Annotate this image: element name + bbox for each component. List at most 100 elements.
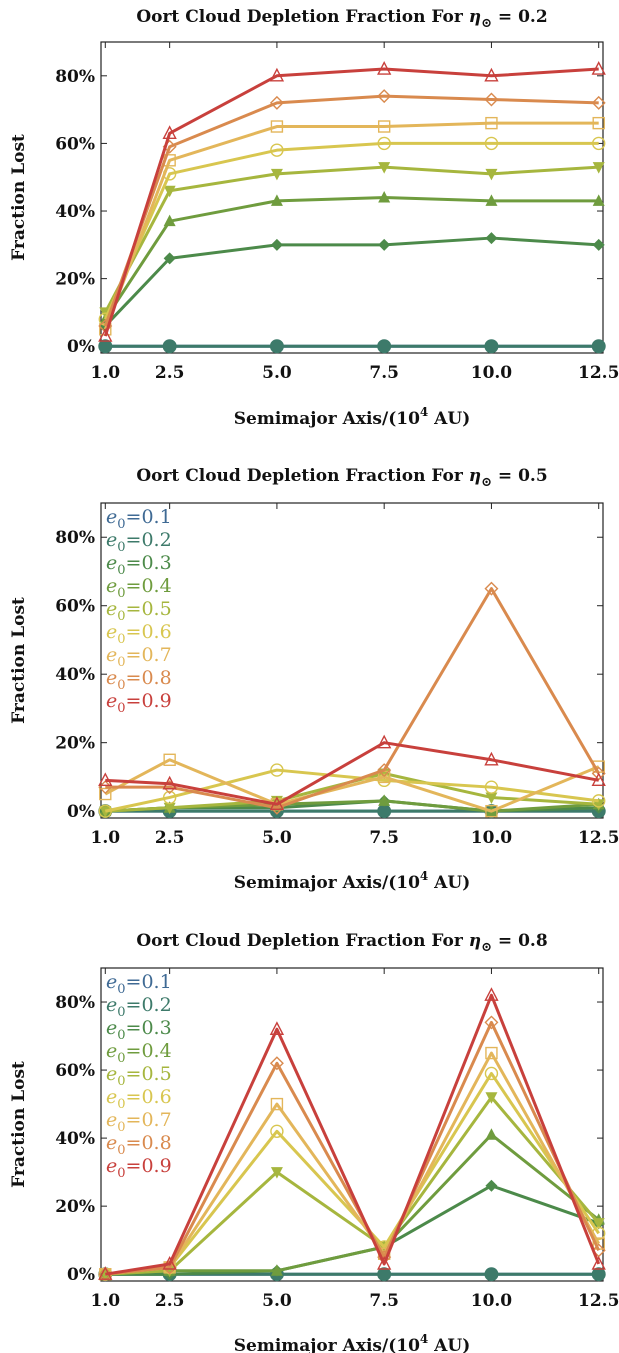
legend-value: =0.6 (126, 621, 172, 643)
legend-symbol: e (106, 1017, 117, 1039)
x-tick-label: 7.5 (369, 828, 399, 848)
series-line (105, 589, 598, 808)
y-tick-label: 80% (55, 993, 95, 1013)
legend-value: =0.6 (126, 1086, 172, 1108)
x-axis-label-superscript: 4 (420, 405, 428, 419)
legend-subscript: 0 (117, 655, 125, 670)
legend-subscript: 0 (117, 632, 125, 647)
x-tick-label: 7.5 (369, 363, 399, 383)
legend-subscript: 0 (117, 982, 125, 997)
series-e0=0.7 (100, 118, 604, 335)
y-tick-label: 40% (55, 1129, 95, 1149)
plot-frame (101, 503, 603, 818)
legend-symbol: e (106, 1109, 117, 1131)
legend-symbol: e (106, 552, 117, 574)
x-axis-label-end: AU) (428, 409, 470, 429)
x-axis-label: Semimajor Axis/(104 AU) (234, 869, 471, 893)
legend-symbol: e (106, 598, 117, 620)
series-line (105, 69, 598, 336)
legend-value: =0.2 (126, 994, 172, 1016)
series-line (105, 770, 598, 811)
legend-symbol: e (106, 971, 117, 993)
y-tick-label: 40% (55, 665, 95, 685)
series-e0=0.8 (99, 1016, 604, 1280)
x-tick-label: 5.0 (262, 828, 292, 848)
x-axis-label: Semimajor Axis/(104 AU) (234, 1332, 471, 1353)
x-tick-label: 2.5 (155, 828, 185, 848)
legend-entry: e0=0.9 (106, 1155, 172, 1181)
chart-title-value: = 0.2 (492, 7, 548, 27)
x-tick-label: 5.0 (262, 363, 292, 383)
x-axis-label-superscript: 4 (420, 869, 428, 883)
legend-entry: e0=0.9 (106, 690, 172, 716)
chart-title-subscript: ⊙ (481, 940, 492, 955)
legend-symbol: e (106, 994, 117, 1016)
legend-subscript: 0 (117, 1028, 125, 1043)
legend-subscript: 0 (117, 540, 125, 555)
chart-title: Oort Cloud Depletion Fraction For η⊙ = 0… (136, 931, 547, 955)
legend-subscript: 0 (117, 1097, 125, 1112)
legend-symbol: e (106, 644, 117, 666)
legend-symbol: e (106, 1132, 117, 1154)
data-point (485, 232, 497, 244)
legend-value: =0.1 (126, 971, 172, 993)
legend-symbol: e (106, 529, 117, 551)
legend-value: =0.8 (126, 1132, 172, 1154)
legend-value: =0.3 (126, 552, 172, 574)
legend-symbol: e (106, 1063, 117, 1085)
x-axis-label: Semimajor Axis/(104 AU) (234, 405, 471, 429)
x-tick-label: 2.5 (155, 1291, 185, 1311)
data-point (271, 239, 283, 251)
chart-title-value: = 0.8 (492, 931, 548, 951)
legend-subscript: 0 (117, 701, 125, 716)
series-e0=0.8 (99, 583, 604, 814)
series-line (105, 1022, 598, 1274)
legend-value: =0.3 (126, 1017, 172, 1039)
x-axis-label-end: AU) (428, 1336, 470, 1353)
legend: e0=0.1e0=0.2e0=0.3e0=0.4e0=0.5e0=0.6e0=0… (106, 506, 172, 716)
data-point (163, 340, 176, 353)
x-tick-label: 1.0 (91, 828, 121, 848)
legend-subscript: 0 (117, 517, 125, 532)
x-tick-label: 10.0 (471, 363, 513, 383)
x-tick-label: 10.0 (471, 828, 513, 848)
data-point (485, 1268, 498, 1281)
legend-symbol: e (106, 1086, 117, 1108)
chart-title-symbol: η (469, 7, 481, 27)
chart-title-text: Oort Cloud Depletion Fraction For (136, 466, 468, 486)
legend-value: =0.7 (126, 1109, 172, 1131)
chart-title-subscript: ⊙ (481, 16, 492, 31)
y-axis-label: Fraction Lost (9, 134, 29, 261)
x-tick-label: 12.5 (578, 363, 619, 383)
data-point (270, 340, 283, 353)
y-axis-label: Fraction Lost (9, 597, 29, 724)
legend-value: =0.2 (126, 529, 172, 551)
y-tick-label: 80% (55, 528, 95, 548)
y-tick-label: 0% (67, 337, 95, 357)
data-point (378, 239, 390, 251)
series-line (105, 238, 598, 326)
x-axis-label-text: Semimajor Axis/(10 (234, 1336, 420, 1353)
x-axis-label-text: Semimajor Axis/(10 (234, 873, 420, 893)
plot-frame (101, 968, 603, 1281)
legend-subscript: 0 (117, 1005, 125, 1020)
legend-value: =0.4 (126, 1040, 172, 1062)
legend-symbol: e (106, 575, 117, 597)
series-line (105, 123, 598, 329)
legend-value: =0.9 (126, 1155, 172, 1177)
chart-title-symbol: η (469, 466, 481, 486)
legend-symbol: e (106, 1155, 117, 1177)
legend-subscript: 0 (117, 1120, 125, 1135)
legend-subscript: 0 (117, 586, 125, 601)
legend-symbol: e (106, 690, 117, 712)
chart-title-symbol: η (469, 931, 481, 951)
chart-title: Oort Cloud Depletion Fraction For η⊙ = 0… (136, 7, 547, 31)
data-point (592, 340, 605, 353)
chart-panel: Oort Cloud Depletion Fraction For η⊙ = 0… (9, 7, 619, 429)
legend-subscript: 0 (117, 609, 125, 624)
x-axis-label-text: Semimajor Axis/(10 (234, 409, 420, 429)
legend-value: =0.4 (126, 575, 172, 597)
chart-title-text: Oort Cloud Depletion Fraction For (136, 7, 468, 27)
data-point (485, 1128, 497, 1140)
